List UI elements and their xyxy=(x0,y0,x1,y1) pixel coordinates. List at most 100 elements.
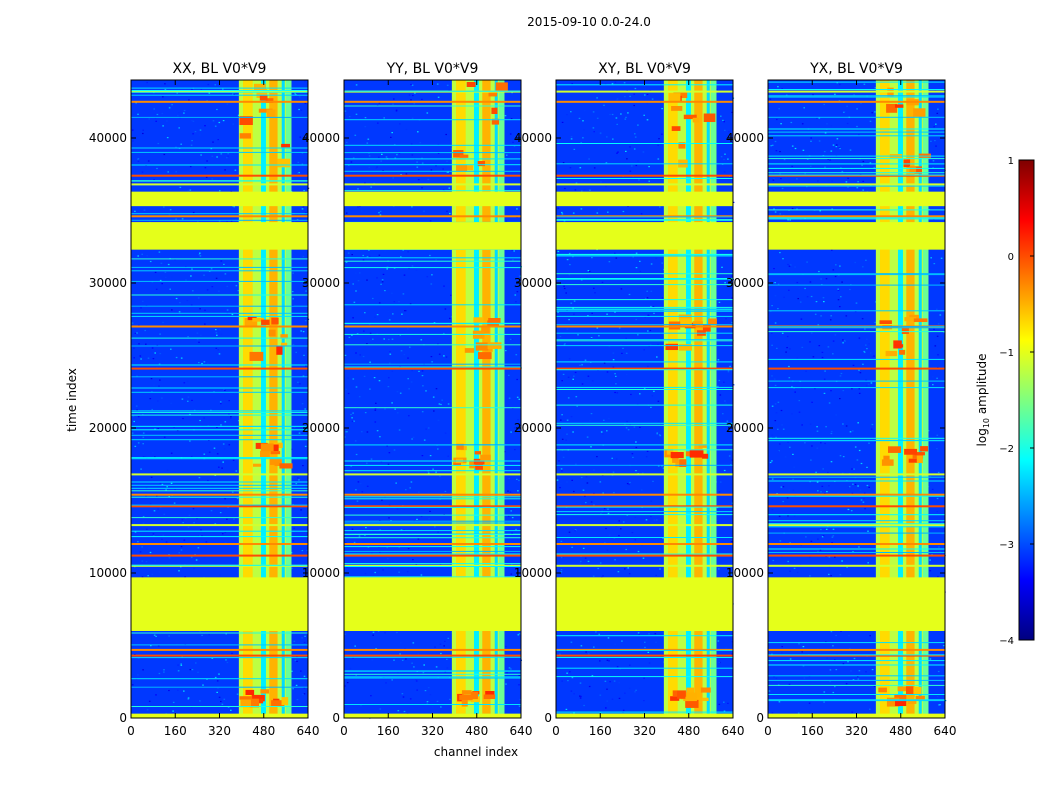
noise-cell xyxy=(646,450,649,452)
noise-cell xyxy=(297,381,299,383)
rfi-stripe xyxy=(473,80,479,718)
noise-cell xyxy=(376,430,379,432)
noise-cell xyxy=(376,314,379,316)
noise-cell xyxy=(208,451,211,453)
noise-cell xyxy=(849,149,852,151)
noise-cell xyxy=(845,315,848,317)
faint-line xyxy=(768,700,945,702)
noise-cell xyxy=(648,662,651,664)
noise-cell xyxy=(437,96,440,98)
noise-cell xyxy=(646,93,649,95)
noise-cell xyxy=(390,520,392,522)
noise-cell xyxy=(841,170,844,173)
noise-cell xyxy=(384,250,387,252)
noise-cell xyxy=(411,265,414,267)
noise-cell xyxy=(509,338,512,340)
noise-cell xyxy=(840,296,842,298)
noise-cell xyxy=(644,646,646,649)
noise-cell xyxy=(166,469,169,471)
rfi-burst xyxy=(692,321,703,325)
noise-cell xyxy=(584,110,586,112)
noise-cell xyxy=(226,661,229,664)
x-tick-label: 480 xyxy=(252,724,275,738)
noise-cell xyxy=(181,519,184,521)
noise-cell xyxy=(586,482,589,484)
noise-cell xyxy=(300,549,303,551)
noise-cell xyxy=(187,190,189,192)
faint-line xyxy=(131,387,308,389)
noise-cell xyxy=(611,474,614,477)
noise-cell xyxy=(369,388,371,390)
noise-cell xyxy=(785,351,787,353)
noise-cell xyxy=(347,337,349,339)
noise-cell xyxy=(605,707,607,709)
noise-cell xyxy=(662,454,665,456)
noise-cell xyxy=(426,112,429,114)
noise-cell xyxy=(432,706,434,708)
noise-cell xyxy=(401,693,404,695)
noise-cell xyxy=(783,296,785,298)
rfi-burst xyxy=(252,317,265,322)
y-tick-label: 30000 xyxy=(302,276,340,290)
noise-cell xyxy=(222,443,225,445)
noise-cell xyxy=(206,289,209,291)
noise-cell xyxy=(792,489,795,491)
noise-cell xyxy=(631,453,634,455)
noise-cell xyxy=(797,298,799,300)
noise-cell xyxy=(810,165,812,167)
noise-cell xyxy=(596,117,599,119)
y-tick-label: 0 xyxy=(332,711,340,725)
noise-cell xyxy=(625,150,627,152)
rfi-burst xyxy=(466,165,474,171)
noise-cell xyxy=(302,255,305,258)
rfi-burst xyxy=(280,334,288,339)
noise-cell xyxy=(366,431,369,433)
noise-cell xyxy=(423,439,426,441)
noise-cell xyxy=(303,687,306,689)
noise-cell xyxy=(628,483,630,486)
faint-line xyxy=(556,635,733,637)
noise-cell xyxy=(852,364,855,366)
faint-line xyxy=(768,155,945,157)
noise-cell xyxy=(364,573,367,575)
rfi-burst xyxy=(239,696,253,700)
rfi-burst xyxy=(895,700,907,707)
noise-cell xyxy=(178,127,180,129)
faint-line xyxy=(556,219,733,221)
panels-group: XX, BL V0*V90 160 320 480 640010000200003000… xyxy=(89,61,957,738)
noise-cell xyxy=(364,117,367,119)
noise-cell xyxy=(595,631,597,633)
rfi-stripe xyxy=(922,80,929,718)
noise-cell xyxy=(770,145,772,147)
noise-cell xyxy=(596,456,598,458)
noise-cell xyxy=(573,313,575,315)
noise-cell xyxy=(937,323,940,325)
noise-cell xyxy=(650,515,652,518)
faint-line xyxy=(131,91,308,93)
noise-cell xyxy=(183,112,185,114)
noise-cell xyxy=(573,490,575,493)
noise-cell xyxy=(433,322,436,324)
noise-cell xyxy=(446,210,448,212)
noise-cell xyxy=(432,396,435,398)
noise-cell xyxy=(174,259,176,261)
noise-cell xyxy=(583,129,585,131)
noise-cell xyxy=(607,211,609,213)
noise-cell xyxy=(575,182,578,184)
noise-cell xyxy=(830,390,832,392)
rfi-burst xyxy=(916,455,923,464)
noise-cell xyxy=(583,704,585,707)
noise-cell xyxy=(410,481,413,483)
noise-cell xyxy=(593,469,595,471)
rfi-burst xyxy=(903,159,911,168)
noise-cell xyxy=(606,659,609,661)
noise-cell xyxy=(379,210,382,212)
noise-cell xyxy=(200,529,202,531)
noise-cell xyxy=(732,384,735,386)
noise-cell xyxy=(201,362,203,365)
time-line xyxy=(556,325,733,328)
time-line xyxy=(768,543,945,545)
noise-cell xyxy=(422,672,425,674)
rfi-stripe xyxy=(710,80,717,718)
rfi-burst xyxy=(679,344,692,351)
